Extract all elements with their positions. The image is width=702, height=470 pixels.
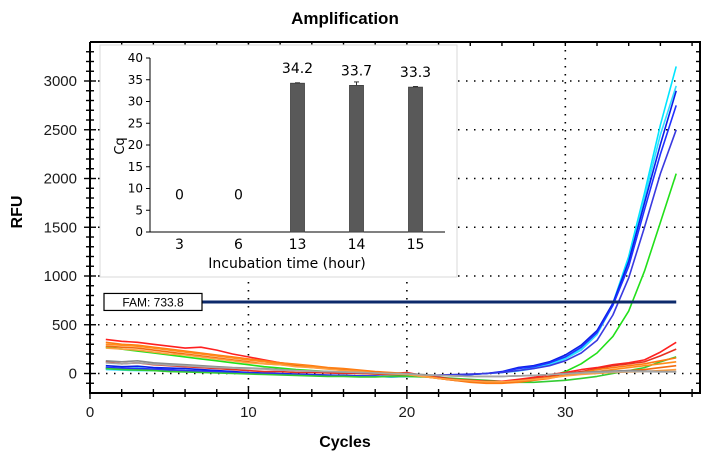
x-tick-label: 10 [240, 404, 257, 421]
inset-y-tick-label: 5 [135, 203, 143, 217]
inset-x-axis-title: Incubation time (hour) [208, 256, 365, 272]
inset-y-tick-label: 25 [128, 116, 143, 130]
x-axis-title: Cycles [319, 434, 371, 451]
y-tick-label: 2000 [44, 171, 77, 188]
inset-data-label: 33.7 [341, 63, 372, 79]
y-axis-title: RFU [9, 196, 26, 229]
inset-data-label: 33.3 [400, 65, 431, 81]
y-tick-label: 2500 [44, 122, 77, 139]
inset-y-tick-label: 30 [128, 95, 143, 109]
threshold-group: FAM: 733.8 [103, 292, 677, 312]
y-tick-label: 0 [69, 366, 77, 383]
amplification-curve-gray-2 [105, 362, 677, 378]
inset-y-tick-label: 10 [128, 182, 143, 196]
y-tick-label: 500 [52, 317, 77, 334]
inset-x-tick-label: 14 [348, 237, 366, 253]
inset-y-tick-label: 0 [135, 225, 143, 239]
inset-bar-14 [349, 85, 364, 233]
inset-y-tick-label: 20 [128, 138, 143, 152]
inset-y-tick-label: 35 [128, 73, 143, 87]
inset-x-tick-label: 6 [234, 237, 243, 253]
inset-data-label: 34.2 [282, 61, 313, 77]
threshold-label-box [103, 292, 203, 312]
x-tick-label: 20 [399, 404, 416, 421]
inset-y-axis-title: Cq [113, 137, 128, 154]
inset-bar-13 [290, 82, 305, 233]
inset-y-tick-label: 15 [128, 160, 143, 174]
y-tick-label: 1000 [44, 268, 77, 285]
inset-bar-15 [408, 86, 423, 233]
y-tick-label: 3000 [44, 73, 77, 90]
amplification-curve-green-2 [105, 356, 677, 384]
inset-axes: 0 5 10 15 20 25 30 35 40 3 6 13 14 15 [128, 51, 445, 253]
inset-x-tick-label: 13 [289, 237, 307, 253]
inset-data-label: 0 [175, 187, 184, 203]
chart-title: Amplification [291, 9, 399, 28]
amplification-curves [105, 66, 677, 385]
x-tick-label: 0 [86, 404, 94, 421]
threshold-label: FAM: 733.8 [122, 295, 184, 309]
x-tick-label: 30 [557, 404, 574, 421]
y-tick-label: 1500 [44, 219, 77, 236]
inset-background [99, 44, 458, 278]
inset-x-tick-label: 15 [407, 237, 425, 253]
inset-data-label: 0 [234, 187, 243, 203]
inset-x-tick-label: 3 [175, 237, 184, 253]
inset-bars: 0 0 34.2 33.7 33.3 [175, 61, 431, 233]
inset-y-tick-label: 40 [128, 51, 143, 65]
